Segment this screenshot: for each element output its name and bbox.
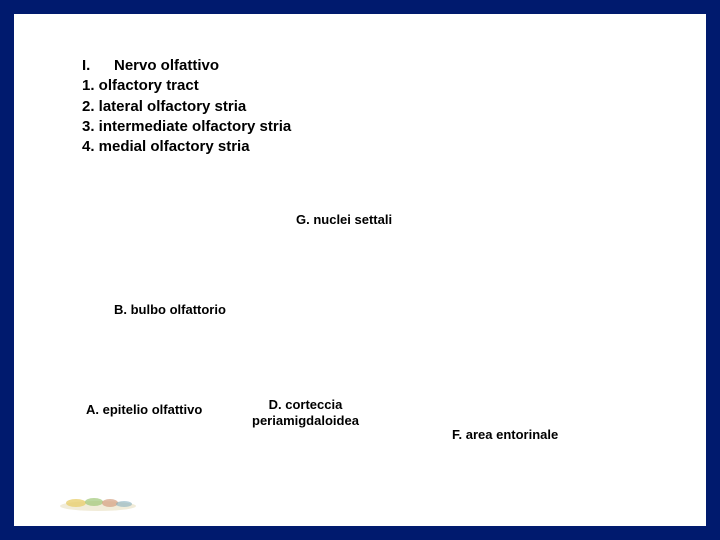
- header-list: I.Nervo olfattivo 1. olfactory tract 2. …: [82, 56, 291, 157]
- header-roman: I.: [82, 56, 114, 76]
- label-f: F. area entorinale: [452, 427, 558, 442]
- header-line-0: I.Nervo olfattivo: [82, 56, 291, 76]
- label-d: D. corteccia periamigdaloidea: [252, 397, 359, 430]
- footer-decorative-image: [58, 494, 138, 512]
- label-b: B. bulbo olfattorio: [114, 302, 226, 317]
- header-line-3: 3. intermediate olfactory stria: [82, 117, 291, 137]
- header-line-2: 2. lateral olfactory stria: [82, 97, 291, 117]
- label-a: A. epitelio olfattivo: [86, 402, 202, 417]
- header-line-4: 4. medial olfactory stria: [82, 137, 291, 157]
- label-d-line1: D. corteccia: [252, 397, 359, 413]
- header-line-1: 1. olfactory tract: [82, 76, 291, 96]
- label-d-line2: periamigdaloidea: [252, 413, 359, 429]
- slide-canvas: I.Nervo olfattivo 1. olfactory tract 2. …: [14, 14, 706, 526]
- header-title: Nervo olfattivo: [114, 57, 219, 74]
- label-g: G. nuclei settali: [296, 212, 392, 227]
